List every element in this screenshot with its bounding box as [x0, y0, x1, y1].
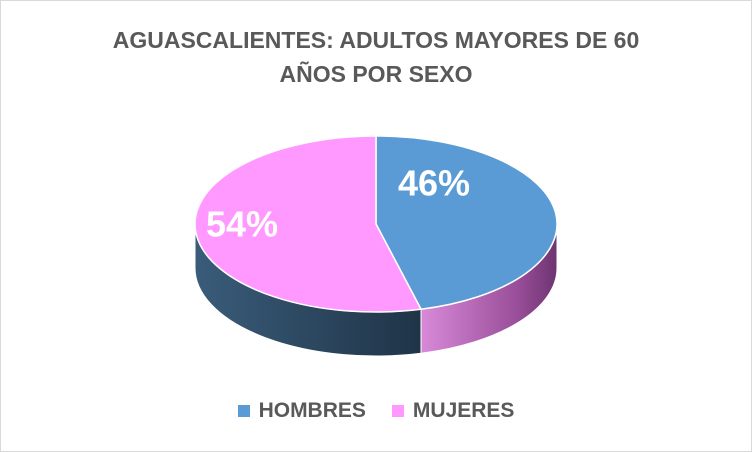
- data-label-mujeres: 54%: [206, 204, 278, 245]
- legend-item-hombres: HOMBRES: [237, 399, 366, 423]
- pie-slice-hombres: [375, 135, 558, 310]
- chart-title-line-2: AÑOS POR SEXO: [279, 61, 473, 87]
- legend-swatch-hombres: [237, 405, 250, 417]
- pie-slice-mujeres: [194, 135, 422, 313]
- legend-label-mujeres: MUJERES: [412, 399, 515, 422]
- chart-title: AGUASCALIENTES: ADULTOS MAYORES DE 60 AÑ…: [1, 23, 751, 91]
- data-label-hombres: 46%: [398, 163, 470, 204]
- legend-swatch-mujeres: [391, 405, 404, 417]
- legend-label-hombres: HOMBRES: [258, 399, 366, 422]
- chart-title-line-1: AGUASCALIENTES: ADULTOS MAYORES DE 60: [112, 27, 640, 53]
- legend-item-mujeres: MUJERES: [391, 399, 515, 423]
- legend: HOMBRES MUJERES: [1, 399, 751, 423]
